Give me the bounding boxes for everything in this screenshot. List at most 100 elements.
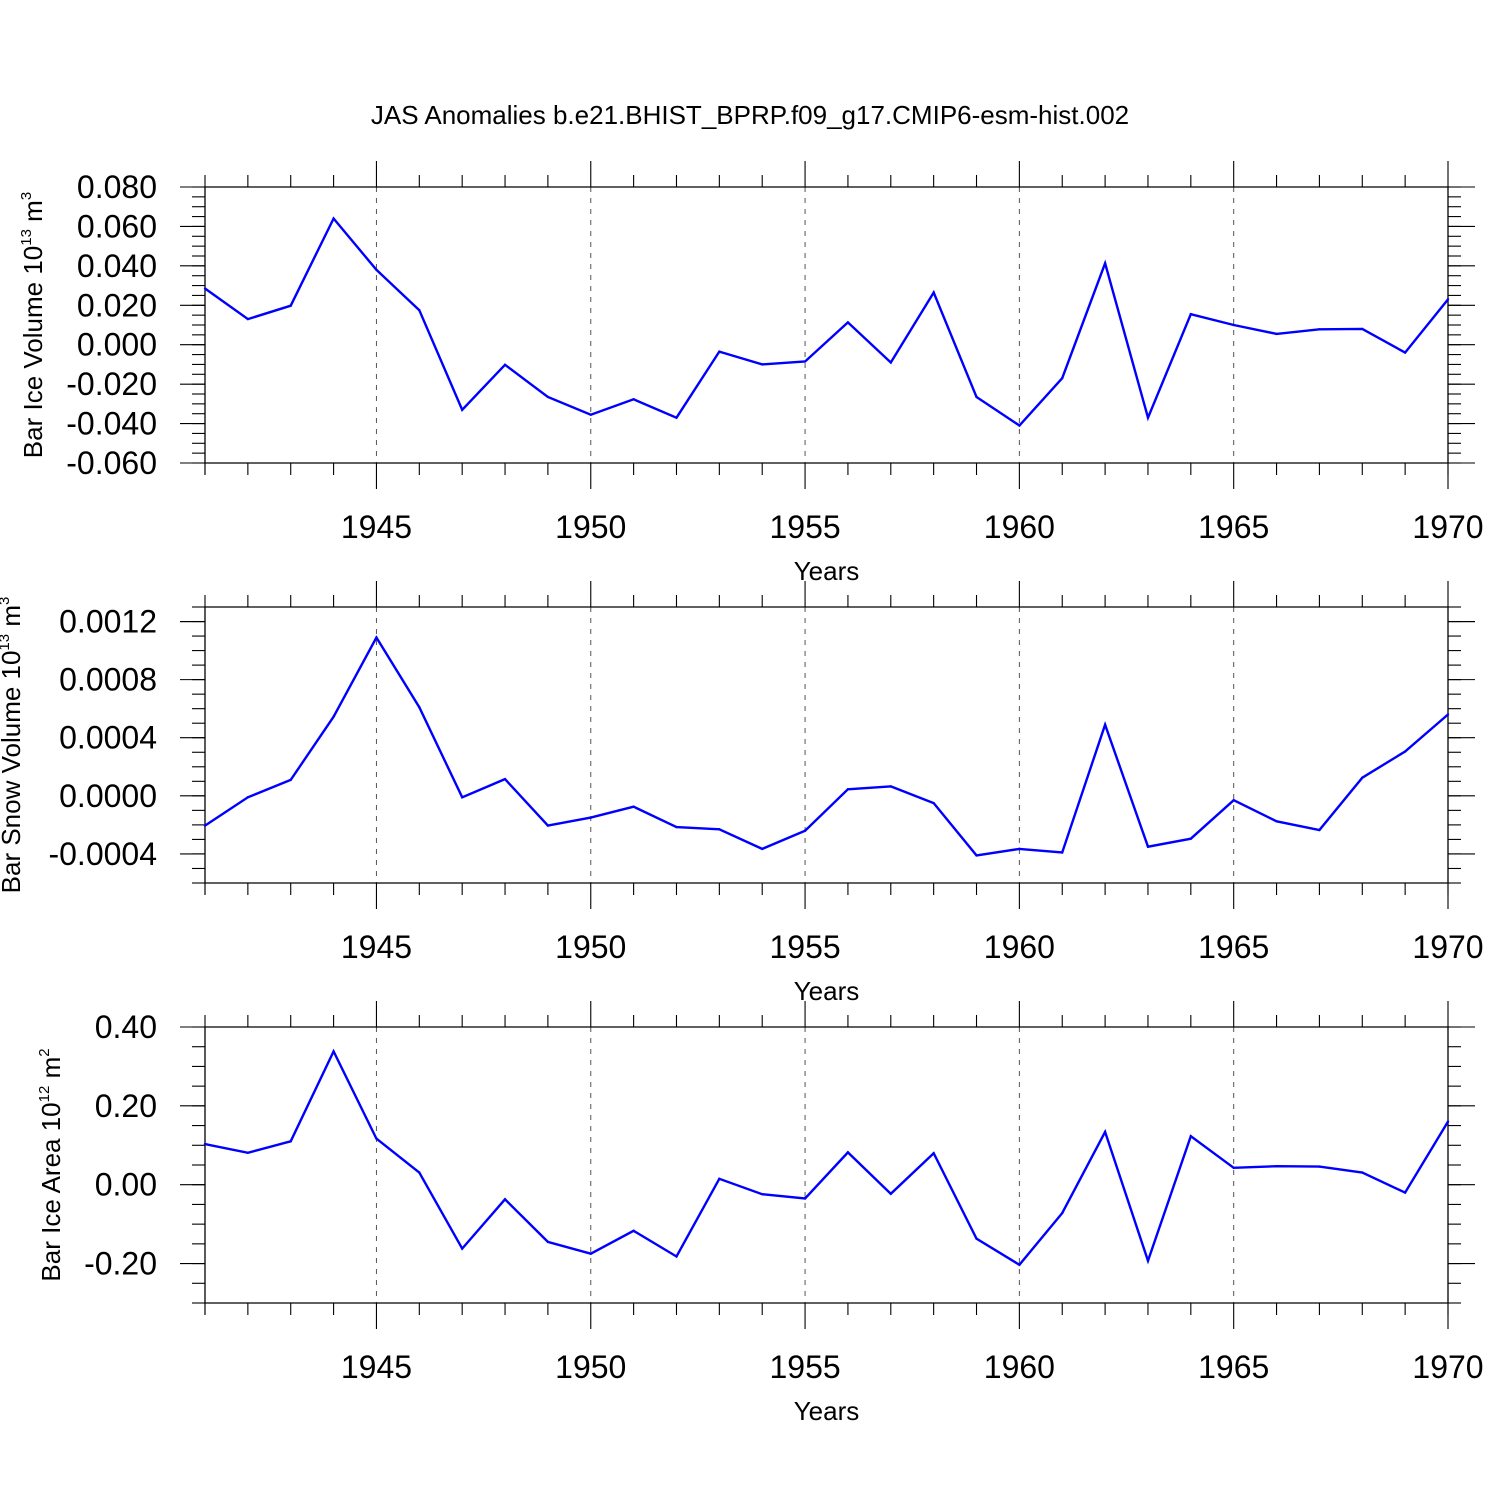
data-point xyxy=(1318,328,1321,331)
x-tick-label: 1965 xyxy=(1198,929,1269,965)
y-tick-label: 0.20 xyxy=(95,1088,157,1124)
data-point xyxy=(675,1255,678,1258)
data-point xyxy=(889,1192,892,1195)
data-point xyxy=(932,801,935,805)
y-tick-label: -0.040 xyxy=(66,406,157,442)
x-tick-label: 1965 xyxy=(1198,1349,1269,1385)
chart-panel-bar-ice-area: 1945 1950 1955 1960 1965 1970 Years -0.20 0.00 0.… xyxy=(36,1001,1484,1426)
data-point xyxy=(761,1192,764,1196)
x-tick-label: 1950 xyxy=(555,929,626,965)
data-point xyxy=(761,847,764,851)
x-tick-label: 1945 xyxy=(341,509,412,545)
x-tick-label: 1950 xyxy=(555,509,626,545)
data-point xyxy=(589,1252,592,1255)
data-point xyxy=(1146,1259,1150,1263)
data-point xyxy=(761,363,764,366)
data-point xyxy=(460,796,464,799)
data-point xyxy=(1189,1135,1193,1138)
figure-title: JAS Anomalies b.e21.BHIST_BPRP.f09_g17.C… xyxy=(371,100,1129,130)
data-point xyxy=(375,268,378,271)
series-line-bar-ice-volume xyxy=(204,216,1449,428)
data-point xyxy=(803,1197,807,1200)
data-point xyxy=(1103,723,1107,726)
series-line-bar-ice-area xyxy=(204,1048,1450,1267)
data-point xyxy=(203,287,207,290)
chart-panel-bar-snow-volume: 1945 1950 1955 1960 1965 1970 Years -0.0004 0.00… xyxy=(0,581,1484,1006)
x-axis-label: Years xyxy=(794,976,860,1006)
data-point xyxy=(803,829,807,832)
data-point xyxy=(1018,1263,1021,1266)
data-point xyxy=(460,408,464,411)
data-point xyxy=(418,309,421,312)
x-tick-label: 1960 xyxy=(984,1349,1055,1385)
chart-panel-bar-ice-volume: 1945 1950 1955 1960 1965 1970 Years -0.060-0.04… xyxy=(18,161,1484,586)
data-point xyxy=(1232,799,1235,802)
data-point xyxy=(289,778,292,782)
y-tick-label: 0.000 xyxy=(77,327,157,363)
data-point xyxy=(632,805,635,808)
data-point xyxy=(675,825,678,829)
data-point xyxy=(1275,332,1278,336)
data-point xyxy=(1361,327,1364,331)
x-tick-label: 1970 xyxy=(1412,1349,1483,1385)
y-tick-label: -0.20 xyxy=(84,1246,157,1282)
data-point xyxy=(1403,351,1407,354)
data-point xyxy=(1103,1130,1107,1134)
data-point xyxy=(1446,713,1450,716)
data-point xyxy=(503,363,507,367)
data-point xyxy=(718,1177,721,1181)
x-axis-label: Years xyxy=(794,556,860,586)
data-point xyxy=(1446,1120,1450,1123)
y-tick-label: 0.0012 xyxy=(59,604,157,640)
data-point xyxy=(546,824,550,827)
data-point xyxy=(332,217,335,220)
data-point xyxy=(546,395,550,399)
x-tick-label: 1970 xyxy=(1412,929,1483,965)
y-tick-label: 0.0008 xyxy=(59,662,157,698)
data-point xyxy=(1061,851,1064,854)
data-point xyxy=(846,321,850,324)
data-point xyxy=(332,1050,335,1053)
data-point xyxy=(1446,298,1450,301)
x-tick-label: 1960 xyxy=(984,929,1055,965)
x-tick-label: 1945 xyxy=(341,929,412,965)
x-tick-label: 1955 xyxy=(769,1349,840,1385)
data-point xyxy=(589,413,592,416)
data-point xyxy=(246,796,250,799)
data-point xyxy=(932,291,935,294)
data-point xyxy=(1018,847,1021,851)
x-tick-label: 1960 xyxy=(984,509,1055,545)
data-point xyxy=(975,1237,978,1240)
y-tick-label: -0.060 xyxy=(66,445,157,481)
data-point xyxy=(632,398,635,401)
data-point xyxy=(1275,820,1278,823)
data-point xyxy=(246,1151,250,1154)
data-point xyxy=(1318,828,1321,832)
x-tick-label: 1955 xyxy=(769,929,840,965)
y-tick-label: 0.060 xyxy=(77,208,157,244)
data-point xyxy=(1232,1166,1235,1169)
data-point xyxy=(889,785,892,788)
data-point xyxy=(203,824,207,827)
data-point xyxy=(1403,750,1407,753)
data-point xyxy=(546,1240,550,1244)
x-tick-label: 1970 xyxy=(1412,509,1483,545)
y-tick-label: 0.040 xyxy=(77,248,157,284)
data-point xyxy=(203,1142,207,1146)
data-point xyxy=(889,361,892,364)
x-tick-label: 1965 xyxy=(1198,509,1269,545)
series-line-bar-snow-volume xyxy=(204,635,1449,857)
data-point xyxy=(1103,262,1107,265)
data-point xyxy=(375,636,378,639)
data-point xyxy=(846,788,850,791)
data-point xyxy=(289,304,292,307)
data-point xyxy=(1018,424,1021,427)
plot-frame xyxy=(204,1026,1449,1304)
y-axis-label: Bar Ice Area 1012 m2 xyxy=(36,1048,66,1281)
plot-frame xyxy=(204,606,1449,884)
data-point xyxy=(1061,377,1064,380)
data-point xyxy=(589,816,592,819)
y-tick-label: 0.00 xyxy=(95,1167,157,1203)
data-point xyxy=(1232,323,1235,327)
